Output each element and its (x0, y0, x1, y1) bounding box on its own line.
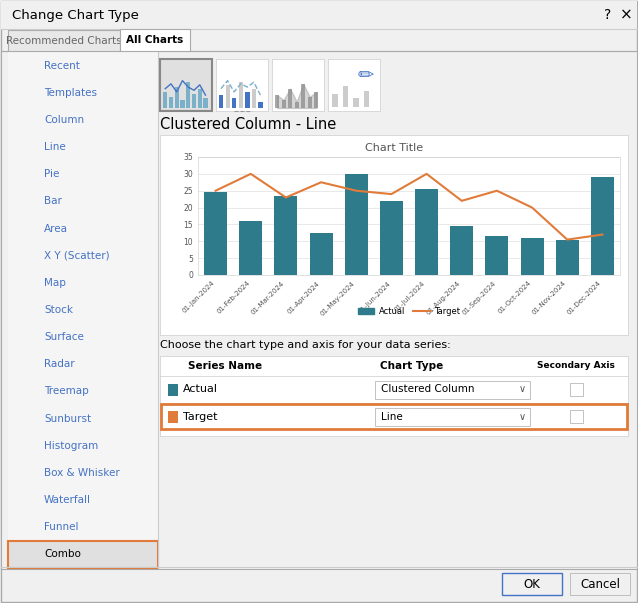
Text: ×: × (619, 7, 632, 22)
Text: Actual: Actual (183, 385, 218, 394)
Bar (168, 384, 178, 396)
Bar (281, 100, 286, 108)
Bar (204, 192, 227, 275)
Bar (226, 86, 230, 108)
Bar (8, 541, 158, 568)
Text: Clustered Column - Line: Clustered Column - Line (160, 117, 336, 132)
Bar (163, 92, 167, 108)
Text: Chart Title: Chart Title (365, 143, 423, 153)
Bar (364, 91, 369, 107)
Bar (219, 95, 223, 108)
Text: Clustered Column: Clustered Column (381, 385, 475, 394)
Bar (239, 82, 243, 108)
Bar (272, 59, 324, 111)
Text: All Charts: All Charts (126, 35, 184, 45)
Text: Map: Map (44, 278, 66, 288)
Bar (570, 410, 582, 423)
Text: Change Chart Type: Change Chart Type (12, 8, 139, 22)
Bar (160, 59, 212, 111)
Text: Radar: Radar (44, 359, 75, 369)
Text: Chart Type: Chart Type (380, 361, 443, 371)
Text: Histogram: Histogram (44, 441, 98, 451)
Text: ?: ? (604, 8, 612, 22)
Bar (216, 59, 268, 111)
Text: Choose the chart type and axis for your data series:: Choose the chart type and axis for your … (160, 340, 451, 350)
Bar (288, 89, 292, 108)
Bar (328, 59, 380, 111)
Bar (161, 404, 627, 429)
Bar (415, 189, 438, 275)
Bar (8, 30, 120, 52)
Text: X Y (Scatter): X Y (Scatter) (44, 251, 110, 260)
Bar (353, 98, 359, 107)
Bar (186, 82, 190, 108)
Bar (380, 201, 403, 275)
Bar (375, 380, 530, 399)
Bar (315, 92, 318, 108)
Bar (521, 238, 544, 275)
Bar (239, 221, 262, 275)
Bar (570, 383, 582, 396)
Text: Column: Column (44, 115, 84, 125)
Text: Cancel: Cancel (580, 578, 620, 590)
Bar (295, 101, 299, 108)
Bar (309, 233, 332, 275)
Bar (204, 98, 208, 108)
Text: Area: Area (44, 224, 68, 233)
Bar (181, 100, 184, 108)
Bar (192, 93, 196, 108)
Text: Sunburst: Sunburst (44, 414, 91, 424)
Bar (556, 239, 579, 275)
Text: Bar: Bar (44, 197, 62, 206)
Text: Funnel: Funnel (44, 522, 78, 532)
Text: Recent: Recent (44, 60, 80, 71)
Bar (232, 98, 237, 108)
Text: Series Name: Series Name (188, 361, 262, 371)
Bar (168, 411, 178, 423)
Text: Secondary Axis: Secondary Axis (537, 362, 615, 370)
Bar (308, 96, 312, 108)
Bar (120, 29, 190, 51)
Bar (570, 573, 630, 595)
Bar (345, 174, 367, 275)
Bar (450, 226, 473, 275)
Bar (301, 84, 305, 108)
Text: Stock: Stock (44, 305, 73, 315)
Bar (274, 196, 297, 275)
Bar (245, 92, 249, 108)
Bar (175, 87, 179, 108)
Text: Target: Target (183, 411, 218, 421)
Text: Pie: Pie (44, 169, 59, 179)
Text: Line: Line (381, 411, 403, 421)
Text: Combo: Combo (44, 549, 81, 560)
Bar (332, 94, 338, 107)
Bar (375, 408, 530, 426)
Bar (8, 52, 158, 568)
Text: ∨: ∨ (519, 385, 526, 394)
Bar (252, 89, 256, 108)
Bar (160, 135, 628, 335)
Legend: Actual, Target: Actual, Target (355, 303, 464, 319)
Text: ✏: ✏ (358, 66, 375, 85)
Bar (258, 101, 263, 108)
Text: Surface: Surface (44, 332, 84, 342)
Bar (1, 1, 637, 29)
Bar (275, 95, 279, 108)
Bar (1, 51, 637, 569)
Bar (502, 573, 562, 595)
Text: Line: Line (44, 142, 66, 152)
Text: Box & Whisker: Box & Whisker (44, 468, 120, 478)
Text: Treemap: Treemap (44, 387, 89, 397)
Text: Recommended Charts: Recommended Charts (6, 36, 122, 46)
Bar (343, 86, 348, 107)
Text: Waterfall: Waterfall (44, 495, 91, 505)
Text: OK: OK (524, 578, 540, 590)
Bar (486, 236, 508, 275)
Bar (168, 96, 173, 108)
Bar (591, 177, 614, 275)
Bar (198, 89, 202, 108)
Text: Templates: Templates (44, 88, 97, 98)
Text: ∨: ∨ (519, 411, 526, 421)
Bar (160, 356, 628, 436)
